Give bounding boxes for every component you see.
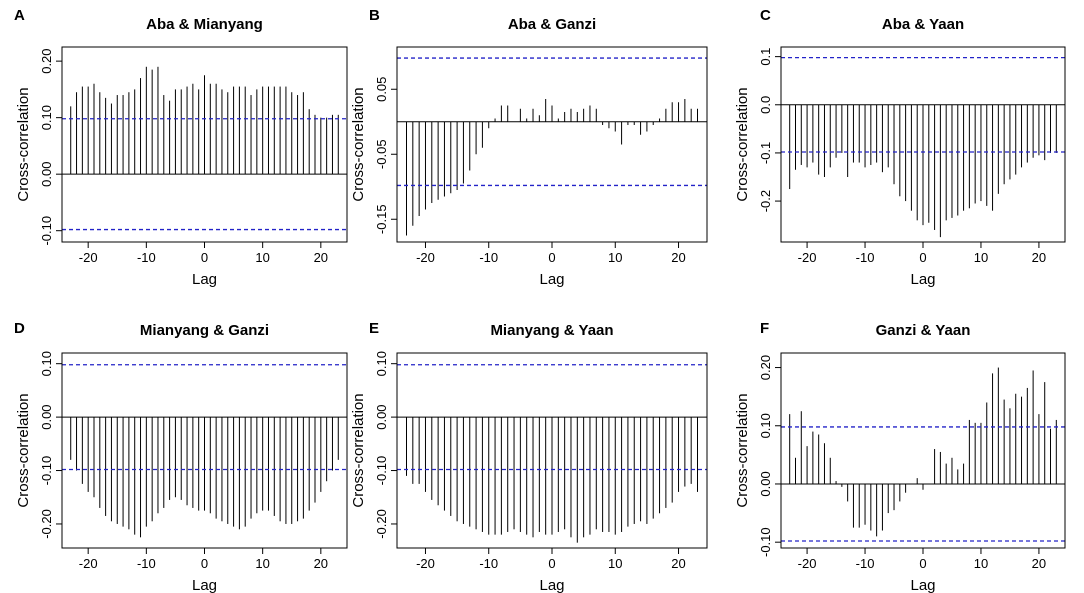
x-tick-label: 20	[1032, 250, 1046, 265]
y-tick-label: -0.15	[374, 204, 389, 234]
y-axis-label: Cross-correlation	[350, 393, 367, 507]
y-tick-label: 0.10	[39, 351, 54, 376]
y-tick-label: 0.10	[374, 351, 389, 376]
y-axis-label: Cross-correlation	[734, 393, 751, 507]
y-tick-label: -0.2	[758, 190, 773, 212]
x-tick-label: 0	[548, 250, 555, 265]
x-tick-label: 0	[201, 556, 208, 571]
panel-letter: F	[760, 320, 769, 337]
y-tick-label: 0.20	[39, 48, 54, 73]
x-axis-label: Lag	[192, 271, 217, 288]
y-tick-label: -0.10	[39, 456, 54, 486]
plot-frame	[780, 352, 1066, 549]
panel-letter: C	[760, 7, 771, 24]
x-tick-label: 10	[255, 556, 269, 571]
y-tick-label: -0.1	[758, 142, 773, 164]
panel-c: C Aba & Yaan -20 -10 0 10 20 -0.2 -0.1 0.0 0.1 Lag C…	[734, 7, 1066, 288]
x-tick-label: -10	[479, 556, 498, 571]
x-tick-label: -20	[79, 250, 98, 265]
y-tick-label: 0.10	[758, 413, 773, 438]
y-tick-label: 0.00	[39, 404, 54, 429]
panel-b: B Aba & Ganzi -20 -10 0 10 20 -0.15 -0.05 0.05 Lag…	[350, 7, 708, 288]
panel-letter: D	[14, 320, 25, 337]
y-tick-label: 0.00	[39, 162, 54, 187]
chart-title: Ganzi & Yaan	[876, 322, 971, 339]
x-axis-label: Lag	[910, 271, 935, 288]
x-tick-label: 10	[608, 556, 622, 571]
plot-frame	[396, 46, 708, 243]
x-tick-label: 20	[671, 556, 685, 571]
x-tick-label: 10	[974, 250, 988, 265]
chart-title: Mianyang & Yaan	[490, 322, 613, 339]
y-axis-label: Cross-correlation	[350, 87, 367, 201]
y-tick-label: -0.10	[39, 216, 54, 246]
x-tick-label: -10	[137, 250, 156, 265]
panel-letter: A	[14, 7, 25, 24]
y-tick-label: -0.20	[374, 509, 389, 539]
y-tick-label: 0.0	[758, 96, 773, 114]
panel-letter: B	[369, 7, 380, 24]
y-tick-label: 0.10	[39, 105, 54, 130]
x-tick-label: -20	[416, 250, 435, 265]
y-tick-label: -0.05	[374, 139, 389, 169]
y-axis-label: Cross-correlation	[15, 393, 32, 507]
y-axis-label: Cross-correlation	[734, 87, 751, 201]
x-tick-label: -20	[416, 556, 435, 571]
x-tick-label: -10	[856, 250, 875, 265]
x-tick-label: 0	[548, 556, 555, 571]
y-axis-label: Cross-correlation	[15, 87, 32, 201]
panel-f: F Ganzi & Yaan -20 -10 0 10 20 -0.10 0.00 0.10 0.2…	[734, 320, 1066, 593]
x-tick-label: -20	[798, 556, 817, 571]
x-tick-label: 20	[1032, 556, 1046, 571]
x-tick-label: 0	[919, 250, 926, 265]
x-tick-label: 20	[314, 250, 328, 265]
y-tick-label: 0.00	[758, 471, 773, 496]
y-tick-label: 0.20	[758, 355, 773, 380]
x-tick-label: 10	[608, 250, 622, 265]
x-tick-label: 0	[919, 556, 926, 571]
x-tick-label: 20	[314, 556, 328, 571]
x-tick-label: -20	[798, 250, 817, 265]
panel-e: E Mianyang & Yaan -20 -10 0 10 20 -0.20 -0.10 0.0…	[350, 320, 708, 593]
x-axis-label: Lag	[192, 577, 217, 593]
chart-title: Aba & Ganzi	[508, 16, 596, 33]
x-axis-label: Lag	[910, 577, 935, 593]
x-tick-label: 10	[974, 556, 988, 571]
y-tick-label: 0.00	[374, 404, 389, 429]
y-tick-label: -0.10	[374, 456, 389, 486]
y-tick-label: -0.10	[758, 527, 773, 557]
x-tick-label: 0	[201, 250, 208, 265]
x-tick-label: -20	[79, 556, 98, 571]
x-tick-label: 10	[255, 250, 269, 265]
x-tick-label: -10	[137, 556, 156, 571]
x-axis-label: Lag	[539, 271, 564, 288]
x-tick-label: 20	[671, 250, 685, 265]
panel-d: D Mianyang & Ganzi -20 -10 0 10 20 -0.20 -0.10 0.…	[14, 320, 348, 593]
panel-a: A Aba & Mianyang -20 -10 0 10 20 -0.10 0.00 0.10 0…	[14, 7, 348, 288]
y-tick-label: 0.05	[374, 77, 389, 102]
y-tick-label: 0.1	[758, 48, 773, 66]
panel-letter: E	[369, 320, 379, 337]
x-axis-label: Lag	[539, 577, 564, 593]
x-tick-label: -10	[479, 250, 498, 265]
x-tick-label: -10	[856, 556, 875, 571]
chart-title: Aba & Mianyang	[146, 16, 263, 33]
chart-title: Aba & Yaan	[882, 16, 964, 33]
chart-title: Mianyang & Ganzi	[140, 322, 269, 339]
y-tick-label: -0.20	[39, 509, 54, 539]
